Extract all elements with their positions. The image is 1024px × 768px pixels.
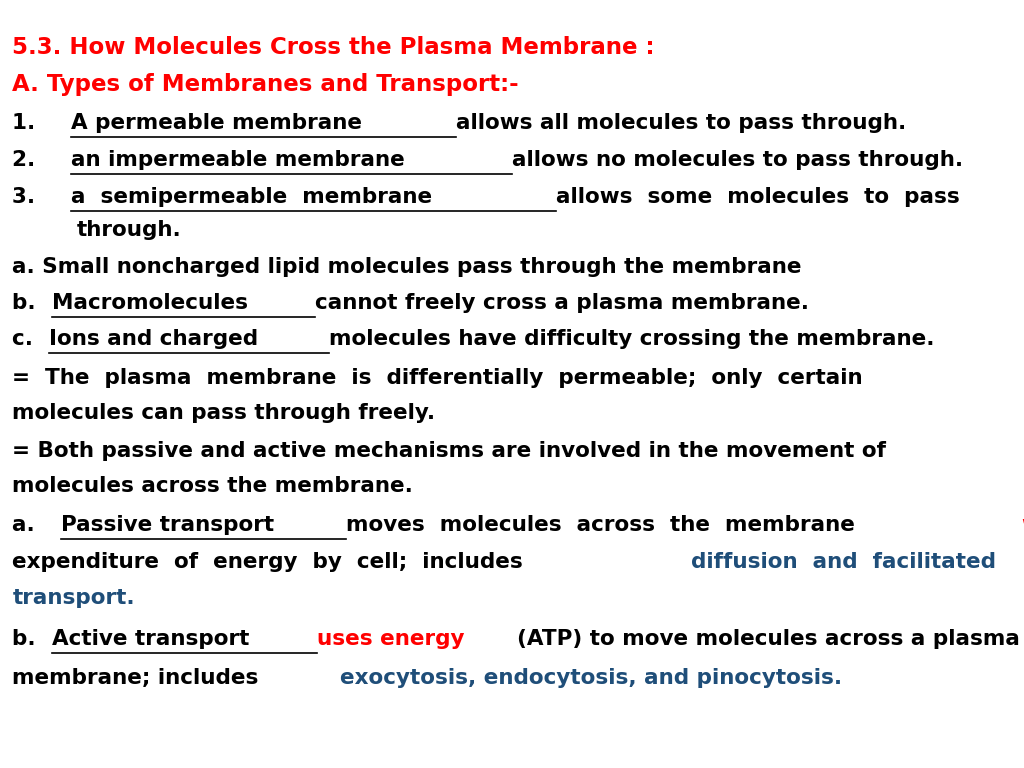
Text: molecules have difficulty crossing the membrane.: molecules have difficulty crossing the m… bbox=[329, 329, 934, 349]
Text: A permeable membrane: A permeable membrane bbox=[72, 113, 370, 133]
Text: allows no molecules to pass through.: allows no molecules to pass through. bbox=[512, 150, 963, 170]
Text: molecules can pass through freely.: molecules can pass through freely. bbox=[12, 402, 435, 422]
Text: b.: b. bbox=[12, 629, 43, 649]
Text: 3.: 3. bbox=[12, 187, 58, 207]
Text: = Both passive and active mechanisms are involved in the movement of: = Both passive and active mechanisms are… bbox=[12, 441, 887, 461]
Text: moves  molecules  across  the  membrane: moves molecules across the membrane bbox=[346, 515, 869, 535]
Text: an impermeable membrane: an impermeable membrane bbox=[72, 150, 413, 170]
Text: a  semipermeable  membrane: a semipermeable membrane bbox=[71, 187, 447, 207]
Text: 1.: 1. bbox=[12, 113, 58, 133]
Text: transport.: transport. bbox=[12, 588, 135, 607]
Text: exocytosis, endocytosis, and pinocytosis.: exocytosis, endocytosis, and pinocytosis… bbox=[340, 667, 842, 687]
Text: c.: c. bbox=[12, 329, 41, 349]
Text: Macromolecules: Macromolecules bbox=[52, 293, 256, 313]
Text: without: without bbox=[1022, 515, 1024, 535]
Text: diffusion  and  facilitated: diffusion and facilitated bbox=[690, 552, 995, 572]
Text: allows  some  molecules  to  pass: allows some molecules to pass bbox=[556, 187, 961, 207]
Text: a. Small noncharged lipid molecules pass through the membrane: a. Small noncharged lipid molecules pass… bbox=[12, 257, 809, 276]
Text: uses energy: uses energy bbox=[316, 629, 472, 649]
Text: membrane; includes: membrane; includes bbox=[12, 667, 266, 687]
Text: cannot freely cross a plasma membrane.: cannot freely cross a plasma membrane. bbox=[315, 293, 809, 313]
Text: expenditure  of  energy  by  cell;  includes: expenditure of energy by cell; includes bbox=[12, 552, 538, 572]
Text: Passive transport: Passive transport bbox=[61, 515, 282, 535]
Text: a.: a. bbox=[12, 515, 50, 535]
Text: through.: through. bbox=[77, 220, 181, 240]
Text: (ATP) to move molecules across a plasma: (ATP) to move molecules across a plasma bbox=[517, 629, 1020, 649]
Text: b.: b. bbox=[12, 293, 43, 313]
Text: =  The  plasma  membrane  is  differentially  permeable;  only  certain: = The plasma membrane is differentially … bbox=[12, 368, 863, 388]
Text: allows all molecules to pass through.: allows all molecules to pass through. bbox=[457, 113, 906, 133]
Text: Ions and charged: Ions and charged bbox=[49, 329, 265, 349]
Text: 2.: 2. bbox=[12, 150, 58, 170]
Text: A. Types of Membranes and Transport:-: A. Types of Membranes and Transport:- bbox=[12, 73, 519, 96]
Text: 5.3. How Molecules Cross the Plasma Membrane :: 5.3. How Molecules Cross the Plasma Memb… bbox=[12, 36, 654, 59]
Text: Active transport: Active transport bbox=[52, 629, 257, 649]
Text: molecules across the membrane.: molecules across the membrane. bbox=[12, 475, 413, 495]
